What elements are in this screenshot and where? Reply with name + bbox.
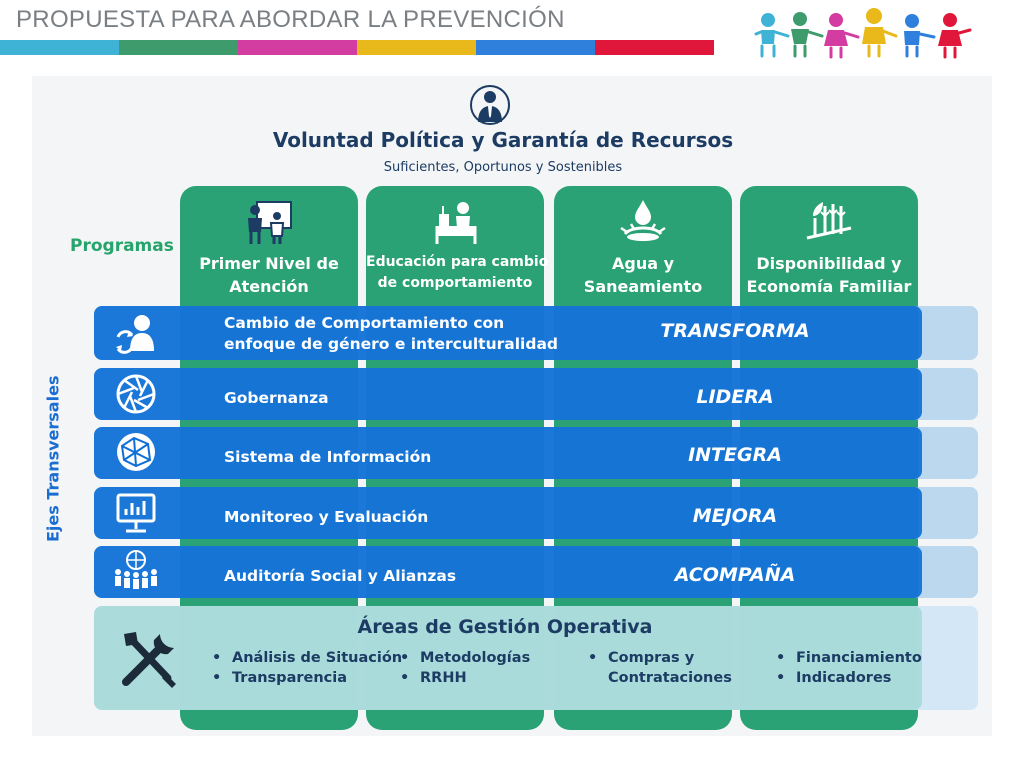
program-label: Disponibilidad y: [756, 254, 902, 273]
program-label: Saneamiento: [583, 277, 703, 296]
program-label: Economía Familiar: [746, 277, 912, 296]
children-logo: [754, 8, 972, 59]
areas-item: • Transparencia: [212, 668, 347, 688]
bullet-dot: •: [212, 670, 222, 686]
areas-panel: [94, 606, 922, 710]
areas-item: • Compras y: [588, 648, 694, 668]
areas-item: • RRHH: [400, 668, 467, 688]
axes-label: Ejes Transversales: [43, 375, 63, 542]
program-label: Agua y: [611, 254, 675, 273]
areas-item-text: Compras y: [608, 650, 695, 666]
areas-item: Contrataciones: [588, 668, 732, 688]
stripe-segment: [0, 40, 119, 55]
areas-item-text: Contrataciones: [608, 670, 732, 686]
stripe-segment: [476, 40, 595, 55]
areas-item: • Financiamiento: [776, 648, 922, 668]
tools-icon: [122, 632, 176, 688]
bullet-dot: •: [400, 650, 410, 666]
student-icon: [435, 202, 477, 244]
bullet-dot: •: [588, 650, 598, 666]
axis-label: Gobernanza: [224, 389, 329, 407]
globe-network-icon: [117, 433, 155, 471]
axis-label: enfoque de género e interculturalidad: [224, 335, 559, 353]
axis-verb: LIDERA: [696, 386, 774, 408]
diagram-title: Voluntad Política y Garantía de Recursos: [272, 128, 734, 152]
people-globe-icon: [115, 550, 157, 589]
axis-verb: MEJORA: [692, 505, 778, 527]
bullet-dot: •: [400, 670, 410, 686]
stripe-segment: [595, 40, 714, 55]
diagram-subtitle: Suficientes, Oportunos y Sostenibles: [383, 160, 623, 175]
areas-item: • Metodologías: [400, 648, 530, 668]
areas-item: • Indicadores: [776, 668, 891, 688]
areas-item-text: Metodologías: [420, 650, 531, 666]
bullet-dot: •: [776, 670, 786, 686]
areas-item-text: Indicadores: [796, 670, 892, 686]
axis-band: [94, 546, 922, 598]
aperture-icon: [116, 374, 156, 414]
axis-label: Monitoreo y Evaluación: [224, 508, 429, 526]
stripe-segment: [119, 40, 238, 55]
areas-item-text: Transparencia: [232, 670, 348, 686]
axis-label: Auditoría Social y Alianzas: [224, 567, 457, 585]
program-label: de comportamiento: [377, 275, 533, 291]
monitor-chart-icon: [116, 493, 156, 533]
axis-band: [94, 368, 922, 420]
bullet-dot: •: [776, 650, 786, 666]
axis-band: [94, 487, 922, 539]
axis-band: [94, 427, 922, 479]
water-drop-icon: [620, 200, 666, 241]
areas-item: • Análisis de Situación: [212, 648, 402, 668]
stripe-segment: [238, 40, 357, 55]
programs-label: Programas: [70, 236, 174, 256]
person-cycle-icon: [116, 315, 154, 354]
program-label: Primer Nivel de: [199, 254, 339, 273]
bullet-dot: •: [212, 650, 222, 666]
slide-title: PROPUESTA PARA ABORDAR LA PREVENCIÓN: [16, 6, 565, 33]
program-label: Educación para cambio: [366, 254, 549, 270]
areas-title: Áreas de Gestión Operativa: [357, 616, 653, 638]
areas-item-text: RRHH: [420, 670, 467, 686]
axis-verb: INTEGRA: [688, 444, 782, 466]
stripe-segment: [357, 40, 476, 55]
areas-item-text: Financiamiento: [796, 650, 922, 666]
axis-band: [94, 306, 922, 360]
axis-label: Cambio de Comportamiento con: [224, 314, 505, 332]
teacher-icon: [248, 201, 292, 244]
leader-icon: [470, 85, 510, 125]
axis-label: Sistema de Información: [224, 448, 432, 466]
crops-icon: [806, 202, 852, 240]
areas-item-text: Análisis de Situación: [232, 650, 403, 666]
axis-verb: TRANSFORMA: [660, 320, 810, 342]
program-label: Atención: [229, 277, 309, 296]
axis-verb: ACOMPAÑA: [674, 564, 796, 586]
